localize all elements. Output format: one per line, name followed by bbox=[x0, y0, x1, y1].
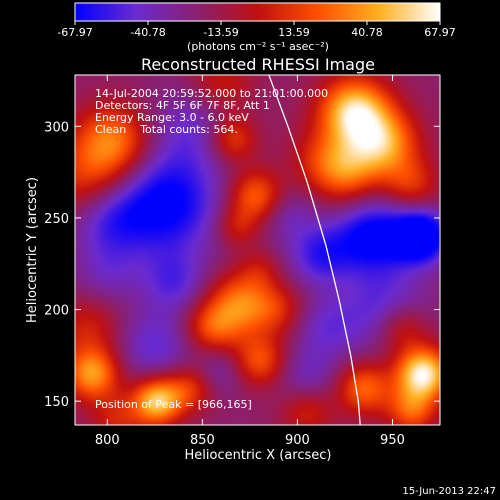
plot-area: 800 850 900 950 150 200 250 300 bbox=[44, 74, 441, 448]
x-tick-label-3: 950 bbox=[380, 433, 405, 448]
heatmap-image bbox=[75, 75, 440, 425]
y-axis-title: Heliocentric Y (arcsec) bbox=[25, 177, 40, 323]
peak-position-label: Position of Peak = [966,165] bbox=[95, 398, 252, 411]
x-axis-title: Heliocentric X (arcsec) bbox=[185, 448, 332, 463]
colorbar-tick-label-3: 13.59 bbox=[278, 26, 310, 39]
x-tick-label-1: 850 bbox=[190, 433, 215, 448]
y-tick-label-1: 200 bbox=[44, 304, 69, 319]
annotation-time-range: 14-Jul-2004 20:59:52.000 to 21:01:00.000 bbox=[95, 87, 328, 100]
annotation-energy-range: Energy Range: 3.0 - 6.0 keV bbox=[95, 111, 249, 124]
y-tick-label-2: 250 bbox=[44, 212, 69, 227]
y-tick-label-3: 300 bbox=[44, 120, 69, 135]
colorbar-tick-label-1: -40.78 bbox=[130, 26, 165, 39]
colorbar: -67.97 -40.78 -13.59 13.59 40.78 67.97 (… bbox=[57, 2, 456, 53]
colorbar-ticks bbox=[74, 21, 441, 25]
x-axis-ticks: 800 850 900 950 bbox=[95, 75, 405, 448]
annotation-clean-counts: Clean Total counts: 564. bbox=[95, 123, 238, 136]
annotation-detectors: Detectors: 4F 5F 6F 7F 8F, Att 1 bbox=[95, 99, 270, 112]
x-tick-label-2: 900 bbox=[285, 433, 310, 448]
solar-limb-curve bbox=[268, 75, 361, 425]
colorbar-tick-label-4: 40.78 bbox=[351, 26, 383, 39]
y-axis-ticks: 150 200 250 300 bbox=[44, 120, 440, 410]
colorbar-tick-label-0: -67.97 bbox=[57, 26, 92, 39]
annotation-block: 14-Jul-2004 20:59:52.000 to 21:01:00.000… bbox=[95, 87, 328, 411]
y-tick-label-0: 150 bbox=[44, 395, 69, 410]
colorbar-tick-label-5: 67.97 bbox=[424, 26, 456, 39]
chart-title: Reconstructed RHESSI Image bbox=[141, 55, 375, 74]
colorbar-unit-label: (photons cm⁻² s⁻¹ asec⁻²) bbox=[187, 40, 329, 53]
x-tick-label-0: 800 bbox=[95, 433, 120, 448]
colorbar-tick-label-2: -13.59 bbox=[203, 26, 238, 39]
date-stamp: 15-Jun-2013 22:47 bbox=[402, 486, 496, 497]
colorbar-ramp bbox=[74, 2, 441, 22]
plot-frame bbox=[74, 74, 441, 426]
